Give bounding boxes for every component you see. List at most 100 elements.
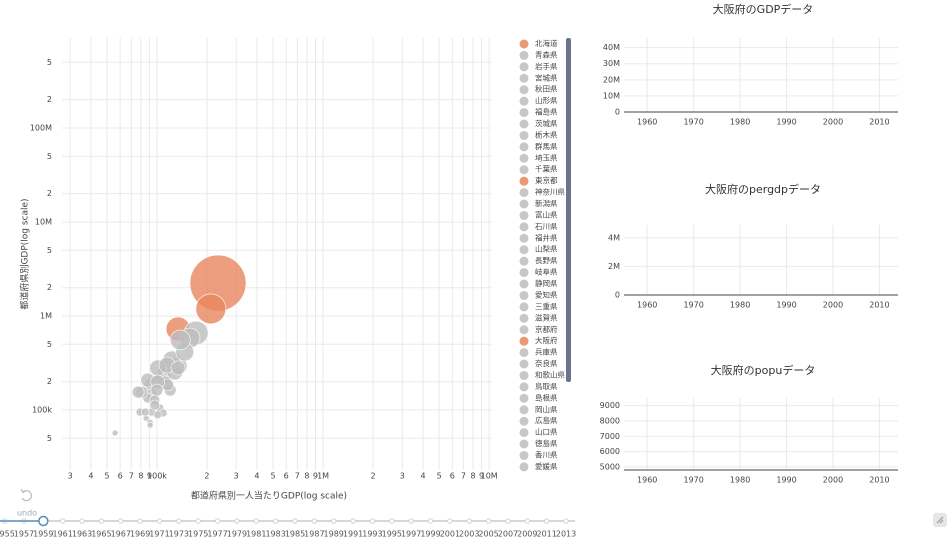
legend-item[interactable]: 長野県 [519,256,558,266]
legend-item[interactable]: 兵庫県 [519,347,558,358]
legend-item[interactable]: 福島県 [519,107,558,118]
y-tick-label: 100M [30,123,52,132]
legend-item[interactable]: 福井県 [519,232,558,243]
slider-label: 1991 [343,530,363,539]
x-tick-label: 10M [481,472,498,481]
legend-item[interactable]: 愛知県 [519,289,558,300]
chart-3: 大阪府のpopuデータ 1960 1970 1980 1990 2000 2010 5000 6… [600,363,898,485]
slider-label: 1993 [362,530,382,539]
x-tick-label: 6 [450,472,455,481]
legend-item[interactable]: 山形県 [519,95,558,106]
y-tick-label: 6000 [600,447,620,456]
legend-item[interactable]: 大阪府 [519,335,558,346]
legend-label: 大阪府 [535,335,558,345]
legend-marker [519,39,529,49]
slider-step [485,518,492,524]
legend-marker [519,199,529,209]
legend-item[interactable]: 島根県 [519,392,558,403]
legend-item[interactable]: 千葉県 [519,164,558,175]
slider-label: 1977 [207,530,227,539]
x-tick-label: 3 [234,472,239,481]
slider-label: 1989 [324,530,344,539]
bubble [140,407,150,417]
legend-item[interactable]: 茨城県 [519,118,558,129]
slider-step [389,518,395,524]
slider-label: 1981 [246,530,266,539]
legend-item[interactable]: 京都府 [519,324,558,335]
legend-marker [519,96,529,106]
legend-label: 茨城県 [535,118,558,128]
slider-label: 1985 [285,530,305,539]
legend-item[interactable]: 東京都 [519,175,558,186]
slider-label: 1963 [72,530,92,539]
legend-scrollbar[interactable] [566,38,571,382]
slider-step [447,518,453,524]
legend-item[interactable]: 青森県 [519,49,558,60]
x-tick-label: 1960 [637,476,657,485]
legend-item[interactable]: 徳島県 [519,438,558,449]
y-tick-label: 2M [608,262,620,271]
legend-item[interactable]: 富山県 [519,209,558,220]
undo-button[interactable]: undo [17,488,37,518]
legend-item[interactable]: 奈良県 [519,358,558,369]
y-tick-label: 2 [47,283,52,292]
bubble [149,399,161,411]
legend-label: 愛媛県 [535,461,558,471]
chart-title: 大阪府のGDPデータ [713,2,814,16]
legend-item[interactable]: 鳥取県 [519,381,558,392]
legend-item[interactable]: 北海道 [519,38,558,49]
legend-item[interactable]: 静岡県 [519,278,558,289]
legend-item[interactable]: 三重県 [519,302,558,312]
slider-step [137,518,143,524]
x-tick-label: 8 [304,472,309,481]
legend-item[interactable]: 神奈川県 [519,187,566,198]
legend-item[interactable]: 埼玉県 [519,152,558,163]
legend-item[interactable]: 岐阜県 [519,267,558,278]
slider-label: 2005 [478,530,498,539]
legend-marker [519,188,529,198]
chart-2: 大阪府のpergdpデータ 1960 1970 1980 1990 2000 2010 0 2M… [608,182,898,310]
legend-item[interactable]: 群馬県 [519,141,558,152]
x-tick-label: 2 [204,472,209,481]
legend-marker [519,142,529,152]
legend-marker [519,336,529,346]
y-tick-label: 5 [47,340,52,349]
y-tick-label: 40M [603,43,620,52]
legend-item[interactable]: 愛媛県 [519,461,558,472]
x-tick-label: 8 [471,472,476,481]
corner-icon[interactable] [933,513,947,527]
x-tick-label: 6 [284,472,289,481]
slider-step [466,518,472,524]
legend-item[interactable]: 香川県 [519,449,558,460]
slider-label: 1959 [33,530,53,539]
x-tick-label: 3 [68,472,73,481]
legend-item[interactable]: 山口県 [519,427,558,438]
legend-item[interactable]: 広島県 [519,415,558,426]
year-slider[interactable]: 1955195719591961196319651967196919711973… [0,515,576,539]
chart-1: 大阪府のGDPデータ 1960 1970 1980 1990 2000 2010 0 10M 20… [603,2,898,127]
legend-marker [519,130,529,140]
legend-marker [519,313,529,323]
legend-item[interactable]: 岩手県 [519,61,558,72]
slider-handle[interactable] [38,515,49,527]
x-tick-label: 4 [254,472,259,481]
legend-label: 岐阜県 [535,267,558,277]
legend-item[interactable]: 新潟県 [519,198,558,209]
slider-label: 2009 [517,530,537,539]
legend-item[interactable]: 石川県 [519,222,558,232]
legend-item[interactable]: 滋賀県 [519,312,558,323]
legend-item[interactable]: 栃木県 [519,129,558,140]
x-tick-label: 2000 [823,301,843,310]
x-tick-label: 9 [479,472,484,481]
legend-marker [519,416,529,426]
x-tick-label: 2000 [823,476,843,485]
slider-step [427,518,434,524]
legend-item[interactable]: 岡山県 [519,404,558,415]
legend-item[interactable]: 和歌山県 [519,369,566,380]
slider-label: 1961 [53,530,73,539]
legend-item[interactable]: 宮城県 [519,72,558,83]
legend-item[interactable]: 秋田県 [519,84,558,95]
legend-item[interactable]: 山梨県 [519,244,558,255]
